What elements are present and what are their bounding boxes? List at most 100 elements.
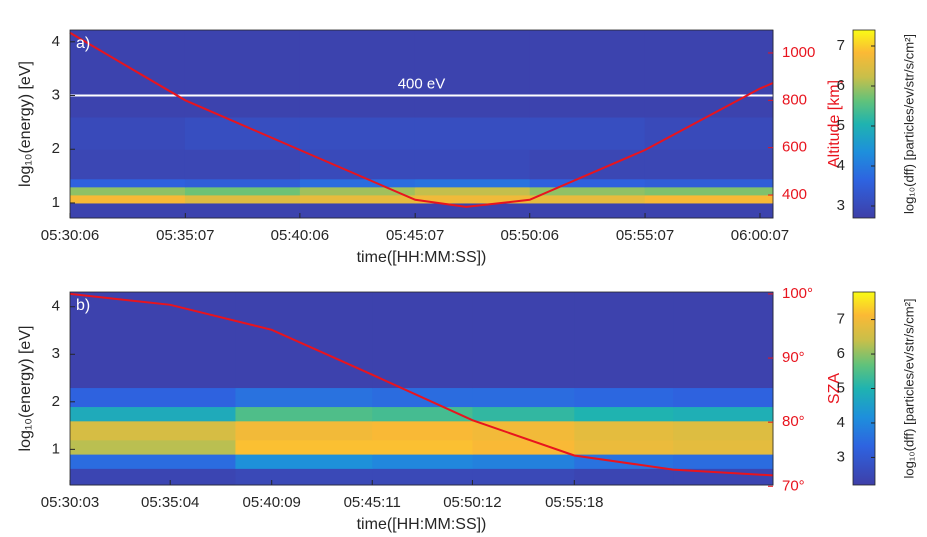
spectrogram-cell	[414, 30, 531, 118]
spectrogram-cell	[299, 194, 416, 204]
x-tick-label: 05:40:09	[243, 494, 301, 511]
colorbar-tick-label: 5	[837, 379, 845, 396]
colorbar-tick-label: 3	[837, 197, 845, 214]
x-tick-label: 05:30:06	[41, 227, 99, 244]
spectrogram-cell	[235, 387, 373, 408]
x-tick-label: 05:55:18	[545, 494, 603, 511]
y-tick-label: 3	[52, 345, 60, 362]
spectrogram-cell	[299, 30, 416, 118]
spectrogram-cell	[372, 292, 473, 389]
spectrogram-cell	[372, 468, 473, 486]
y2-tick-label: 1000	[782, 44, 815, 61]
panel-label: b)	[76, 297, 90, 314]
colorbar-tick-label: 7	[837, 311, 845, 328]
colorbar-label: log₁₀(dff) [particles/ev/str/s/cm²]	[901, 34, 916, 214]
spectrogram-cell	[574, 420, 674, 441]
spectrogram-cell	[184, 149, 301, 180]
x-tick-label: 05:45:07	[386, 227, 444, 244]
spectrogram-cell	[644, 149, 774, 180]
spectrogram-cell	[414, 194, 531, 204]
spectrogram-cell	[299, 186, 416, 196]
x-tick-label: 06:00:07	[731, 227, 789, 244]
y2-tick-label: 80°	[782, 413, 805, 430]
y-axis-label: log₁₀(energy) [eV]	[17, 326, 34, 452]
colorbar-tick-label: 3	[837, 448, 845, 465]
x-tick-label: 05:55:07	[616, 227, 674, 244]
spectrogram-cell	[235, 420, 373, 441]
spectrogram-cell	[673, 439, 774, 455]
spectrogram-cell	[574, 387, 674, 408]
spectrogram-cell	[184, 186, 301, 196]
spectrogram-cell	[673, 292, 774, 389]
y2-tick-label: 800	[782, 91, 807, 108]
y-tick-label: 4	[52, 298, 60, 315]
spectrogram-cell	[574, 468, 674, 486]
colorbar	[852, 29, 876, 219]
y-tick-label: 3	[52, 87, 60, 104]
spectrogram-cell	[414, 178, 531, 188]
annotation-label: 400 eV	[398, 76, 446, 93]
x-tick-label: 05:50:12	[443, 494, 501, 511]
spectrogram-cell	[574, 292, 674, 389]
plot-frame	[69, 291, 774, 486]
spectrogram-cell	[235, 439, 373, 455]
spectrogram-cell	[299, 117, 416, 150]
colorbar-tick-label: 6	[837, 77, 845, 94]
y-tick-label: 1	[52, 194, 60, 211]
spectrogram-cell	[673, 420, 774, 441]
spectrogram-cell	[70, 387, 236, 408]
spectrogram-cell	[299, 202, 416, 219]
spectrogram-cell	[414, 202, 531, 219]
spectrogram-cell	[644, 194, 774, 204]
spectrogram-cell	[372, 420, 473, 441]
colorbar-label: log₁₀(dff) [particles/ev/str/s/cm²]	[901, 298, 916, 478]
spectrogram-cell	[70, 454, 236, 469]
spectrogram-cell	[70, 194, 186, 204]
spectrogram-cell	[472, 387, 575, 408]
spectrogram-cell	[472, 468, 575, 486]
spectrogram-cell	[644, 186, 774, 196]
spectrogram-cell	[70, 178, 186, 188]
spectrogram-cell	[472, 292, 575, 389]
spectrogram-cell	[414, 186, 531, 196]
spectrogram-cell	[70, 406, 236, 422]
y2-axis-label: Altitude [km]	[826, 80, 843, 168]
spectrogram-cell	[235, 468, 373, 486]
y-tick-label: 2	[52, 393, 60, 410]
spectrogram-cell	[235, 292, 373, 389]
spectrogram-cell	[472, 439, 575, 455]
spectrogram-cell	[529, 194, 646, 204]
spectrogram-cell	[372, 406, 473, 422]
spectrogram-cell	[70, 202, 186, 219]
panel-label: a)	[76, 35, 90, 52]
spectrogram-cell	[70, 117, 186, 150]
spectrogram-cell	[70, 186, 186, 196]
spectrogram-cell	[184, 30, 301, 118]
spectrogram-cell	[574, 439, 674, 455]
colorbar-tick-label: 6	[837, 345, 845, 362]
y2-tick-label: 90°	[782, 349, 805, 366]
x-tick-label: 05:50:06	[501, 227, 559, 244]
colorbar-tick-label: 5	[837, 117, 845, 134]
y-tick-label: 4	[52, 33, 60, 50]
spectrogram-cell	[644, 178, 774, 188]
colorbar-tick-label: 7	[837, 37, 845, 54]
spectrogram-cell	[472, 406, 575, 422]
spectrogram-cell	[70, 149, 186, 180]
spectrogram-cell	[574, 406, 674, 422]
spectrogram-cell	[70, 468, 236, 486]
spectrogram-cell	[70, 420, 236, 441]
x-tick-label: 05:30:03	[41, 494, 99, 511]
altitude-curve	[69, 292, 774, 477]
spectrogram-cell	[529, 117, 646, 150]
y2-tick-label: 400	[782, 186, 807, 203]
spectrogram-cell	[472, 420, 575, 441]
spectrogram-cell	[673, 387, 774, 408]
colorbar-tick-label: 4	[837, 414, 845, 431]
spectrogram-cell	[372, 454, 473, 469]
x-tick-label: 05:35:07	[156, 227, 214, 244]
spectrogram-cell	[644, 30, 774, 118]
colorbar-tick-label: 4	[837, 157, 845, 174]
plot-frame	[69, 29, 774, 219]
x-axis-label: time([HH:MM:SS])	[357, 516, 487, 533]
